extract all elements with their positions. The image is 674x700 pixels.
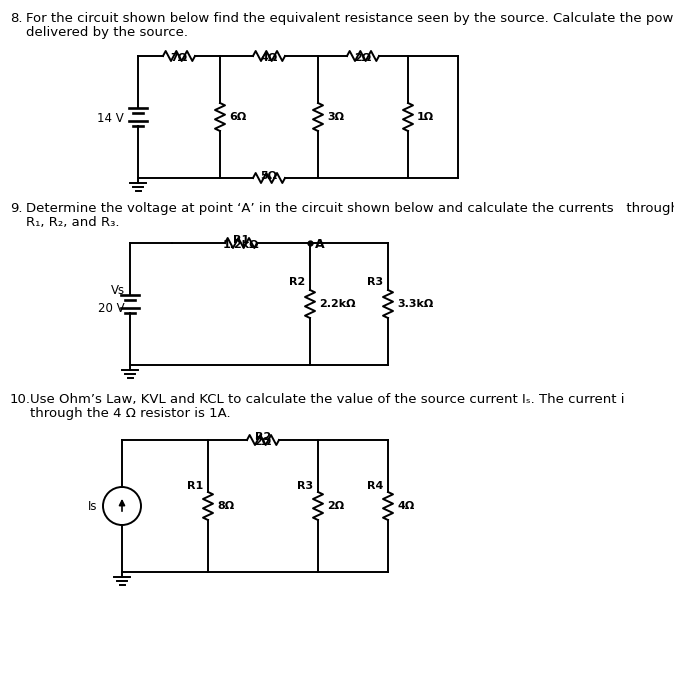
Text: For the circuit shown below find the equivalent resistance seen by the source. C: For the circuit shown below find the equ… bbox=[26, 12, 674, 25]
Text: 3Ω: 3Ω bbox=[327, 112, 344, 122]
Text: 5Ω: 5Ω bbox=[260, 171, 278, 181]
Text: R1: R1 bbox=[187, 481, 203, 491]
Text: 4Ω: 4Ω bbox=[397, 501, 415, 511]
Text: R3: R3 bbox=[367, 277, 383, 287]
Text: 4Ω: 4Ω bbox=[260, 53, 278, 63]
Text: 1.2kΩ: 1.2kΩ bbox=[222, 240, 259, 250]
Text: 2Ω: 2Ω bbox=[355, 53, 371, 63]
Text: 2Ω: 2Ω bbox=[327, 501, 344, 511]
Text: 8Ω: 8Ω bbox=[217, 501, 234, 511]
Text: R4: R4 bbox=[367, 481, 383, 491]
Text: through the 4 Ω resistor is 1A.: through the 4 Ω resistor is 1A. bbox=[30, 407, 231, 420]
Text: 2Ω: 2Ω bbox=[255, 437, 272, 447]
Text: 7Ω: 7Ω bbox=[171, 53, 187, 63]
Text: 1Ω: 1Ω bbox=[417, 112, 434, 122]
Text: 8.: 8. bbox=[10, 12, 22, 25]
Text: Use Ohm’s Law, KVL and KCL to calculate the value of the source current Iₛ. The : Use Ohm’s Law, KVL and KCL to calculate … bbox=[30, 393, 625, 406]
Text: delivered by the source.: delivered by the source. bbox=[26, 26, 188, 39]
Text: 14 V: 14 V bbox=[97, 113, 124, 125]
Text: Determine the voltage at point ‘A’ in the circuit shown below and calculate the : Determine the voltage at point ‘A’ in th… bbox=[26, 202, 674, 215]
Text: 6Ω: 6Ω bbox=[229, 112, 246, 122]
Text: 9.: 9. bbox=[10, 202, 22, 215]
Text: 10.: 10. bbox=[10, 393, 31, 406]
Text: 3.3kΩ: 3.3kΩ bbox=[397, 299, 433, 309]
Text: Is: Is bbox=[88, 500, 97, 512]
Text: 2.2kΩ: 2.2kΩ bbox=[319, 299, 355, 309]
Text: R1: R1 bbox=[233, 235, 249, 245]
Text: R₁, R₂, and R₃.: R₁, R₂, and R₃. bbox=[26, 216, 119, 229]
Text: 20 V: 20 V bbox=[98, 302, 125, 314]
Text: A: A bbox=[315, 238, 325, 251]
Text: R2: R2 bbox=[255, 432, 271, 442]
Text: R3: R3 bbox=[297, 481, 313, 491]
Text: Vs: Vs bbox=[111, 284, 125, 297]
Text: R2: R2 bbox=[288, 277, 305, 287]
